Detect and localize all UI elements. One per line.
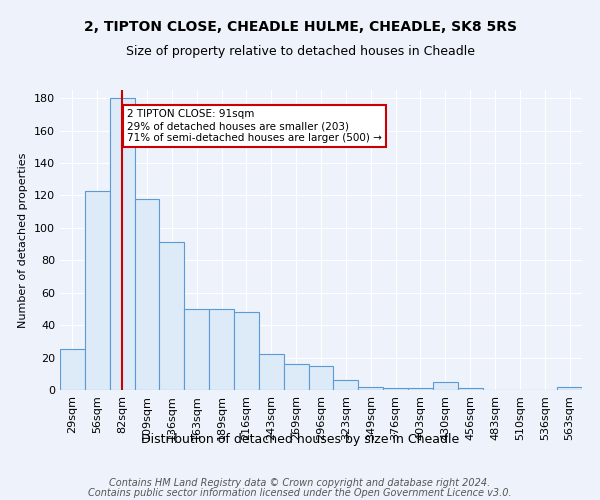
- Bar: [358, 387, 383, 390]
- Bar: [433, 382, 458, 390]
- Bar: [259, 354, 284, 390]
- Text: Contains HM Land Registry data © Crown copyright and database right 2024.: Contains HM Land Registry data © Crown c…: [109, 478, 491, 488]
- Bar: [458, 388, 482, 390]
- Bar: [557, 387, 582, 390]
- Bar: [234, 312, 259, 390]
- Bar: [85, 190, 110, 390]
- Bar: [209, 309, 234, 390]
- Text: Contains public sector information licensed under the Open Government Licence v3: Contains public sector information licen…: [88, 488, 512, 498]
- Text: Distribution of detached houses by size in Cheadle: Distribution of detached houses by size …: [141, 432, 459, 446]
- Bar: [184, 309, 209, 390]
- Bar: [60, 350, 85, 390]
- Bar: [110, 98, 134, 390]
- Bar: [160, 242, 184, 390]
- Text: 2, TIPTON CLOSE, CHEADLE HULME, CHEADLE, SK8 5RS: 2, TIPTON CLOSE, CHEADLE HULME, CHEADLE,…: [83, 20, 517, 34]
- Text: 2 TIPTON CLOSE: 91sqm
29% of detached houses are smaller (203)
71% of semi-detac: 2 TIPTON CLOSE: 91sqm 29% of detached ho…: [127, 110, 382, 142]
- Bar: [334, 380, 358, 390]
- Bar: [408, 388, 433, 390]
- Bar: [284, 364, 308, 390]
- Y-axis label: Number of detached properties: Number of detached properties: [19, 152, 28, 328]
- Bar: [134, 198, 160, 390]
- Text: Size of property relative to detached houses in Cheadle: Size of property relative to detached ho…: [125, 45, 475, 58]
- Bar: [308, 366, 334, 390]
- Bar: [383, 388, 408, 390]
